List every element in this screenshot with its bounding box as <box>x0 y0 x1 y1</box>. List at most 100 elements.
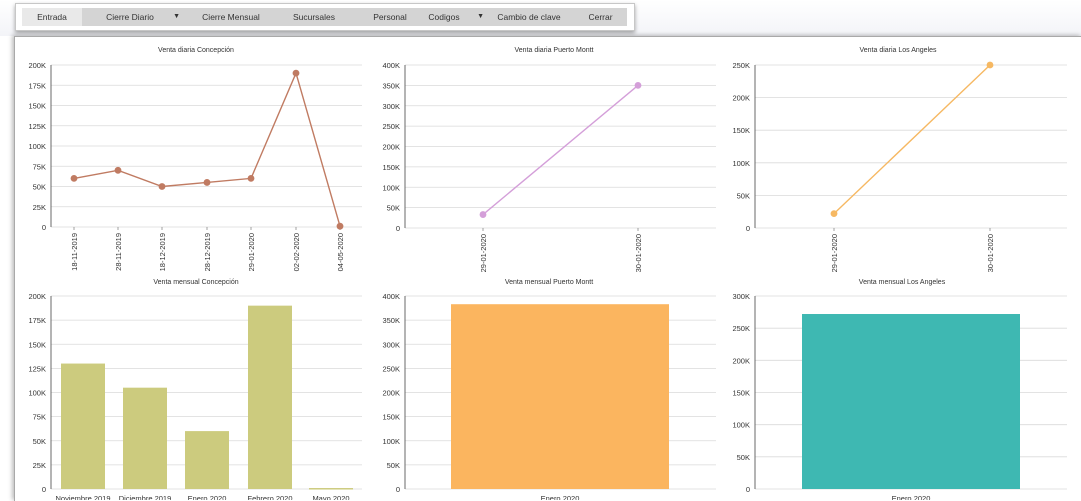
y-tick-label: 25K <box>33 461 46 470</box>
y-tick-label: 300K <box>382 340 400 349</box>
bar <box>451 304 669 489</box>
menu-item-cambio-de-clave[interactable]: Cambio de clave <box>484 8 574 26</box>
y-tick-label: 300K <box>382 102 400 111</box>
dropdown-caret-icon: ▼ <box>173 13 180 20</box>
menu-item-codigos[interactable]: Codigos ▼ <box>398 8 486 26</box>
menu-item-sucursales[interactable]: Sucursales <box>276 8 352 26</box>
menu-item-personal[interactable]: Personal <box>352 8 428 26</box>
y-tick-label: 0 <box>42 485 46 494</box>
y-tick-label: 50K <box>737 453 750 462</box>
y-tick-label: 250K <box>382 122 400 131</box>
x-tick-label: 02-02-2020 <box>292 233 301 271</box>
data-point <box>158 183 166 190</box>
x-tick-label: 18-11-2019 <box>70 233 79 271</box>
chart-title: Venta mensual Puerto Montt <box>505 279 593 286</box>
chart-title: Venta diaria Los Angeles <box>859 47 937 54</box>
y-tick-label: 125K <box>28 364 46 373</box>
y-tick-label: 25K <box>33 203 46 212</box>
x-tick-label: Enero 2020 <box>188 494 227 500</box>
menu-item-label: Cierre Mensual <box>202 12 260 22</box>
bar <box>248 305 292 489</box>
y-tick-label: 150K <box>382 163 400 172</box>
data-point <box>203 179 211 186</box>
y-tick-label: 300K <box>732 292 750 301</box>
x-tick-label: Noviembre 2019 <box>55 494 110 500</box>
menu-item-label: Cambio de clave <box>497 12 561 22</box>
y-tick-label: 150K <box>732 126 750 135</box>
bar <box>61 363 105 489</box>
y-tick-label: 50K <box>387 461 400 470</box>
chart-title: Venta diaria Puerto Montt <box>515 47 594 54</box>
x-tick-label: 04-05-2020 <box>336 233 345 271</box>
menu-item-cerrar[interactable]: Cerrar <box>574 8 627 26</box>
data-point <box>70 175 78 182</box>
x-tick-label: 30-01-2020 <box>986 234 995 272</box>
y-tick-label: 100K <box>28 142 46 151</box>
chart-title: Venta mensual Concepción <box>153 279 238 286</box>
y-tick-label: 100K <box>28 389 46 398</box>
y-tick-label: 150K <box>28 102 46 111</box>
data-point <box>986 61 994 69</box>
y-tick-label: 250K <box>732 61 750 70</box>
menu-item-label: Entrada <box>37 12 67 22</box>
y-tick-label: 50K <box>33 437 46 446</box>
menu-item-label: Cerrar <box>588 12 613 22</box>
chart-title: Venta diaria Concepción <box>158 47 234 54</box>
y-tick-label: 75K <box>33 413 46 422</box>
main-menu: Entrada Cierre Diario ▼ Cierre Mensual S… <box>15 3 635 31</box>
x-tick-label: Mayo 2020 <box>312 494 349 500</box>
bar <box>309 488 353 490</box>
x-tick-label: Enero 2020 <box>541 494 580 500</box>
menu-item-label: Cierre Diario <box>106 12 154 22</box>
y-tick-label: 200K <box>28 292 46 301</box>
y-tick-label: 0 <box>396 224 400 233</box>
y-tick-label: 250K <box>732 324 750 333</box>
y-tick-label: 200K <box>382 389 400 398</box>
x-tick-label: Diciembre 2019 <box>119 494 172 500</box>
x-tick-label: 18-12-2019 <box>158 233 167 271</box>
menu-item-label: Codigos <box>428 12 460 22</box>
y-tick-label: 350K <box>382 316 400 325</box>
y-tick-label: 175K <box>28 316 46 325</box>
bar <box>802 314 1020 489</box>
y-tick-label: 100K <box>382 183 400 192</box>
x-tick-label: Enero 2020 <box>892 494 931 500</box>
x-tick-label: 28-11-2019 <box>114 233 123 271</box>
y-tick-label: 0 <box>746 485 750 494</box>
menu-item-label: Personal <box>373 12 407 22</box>
menu-item-cierre-mensual[interactable]: Cierre Mensual <box>186 8 276 26</box>
y-tick-label: 400K <box>382 292 400 301</box>
menu-item-cierre-diario[interactable]: Cierre Diario ▼ <box>84 8 186 26</box>
y-tick-label: 75K <box>33 162 46 171</box>
menu-item-label: Sucursales <box>292 12 336 22</box>
y-tick-label: 100K <box>382 437 400 446</box>
y-tick-label: 150K <box>732 389 750 398</box>
series-line <box>833 64 991 215</box>
data-point <box>114 166 122 174</box>
series-line <box>73 71 341 227</box>
x-tick-label: 29-01-2020 <box>830 234 839 272</box>
x-tick-label: Febrero 2020 <box>247 494 292 500</box>
dropdown-caret-icon: ▼ <box>477 13 484 20</box>
y-tick-label: 125K <box>28 122 46 131</box>
y-tick-label: 200K <box>732 356 750 365</box>
menu-item-entrada[interactable]: Entrada <box>22 8 82 26</box>
y-tick-label: 150K <box>382 413 400 422</box>
bar <box>123 387 167 489</box>
y-tick-label: 50K <box>737 191 750 200</box>
y-tick-label: 50K <box>387 204 400 213</box>
chart-title: Venta mensual Los Angeles <box>859 279 946 286</box>
y-tick-label: 0 <box>396 485 400 494</box>
y-tick-label: 200K <box>732 94 750 103</box>
y-tick-label: 0 <box>746 224 750 233</box>
y-tick-label: 100K <box>732 421 750 430</box>
y-tick-label: 200K <box>28 61 46 70</box>
data-point <box>336 222 344 230</box>
data-point <box>634 81 642 89</box>
x-tick-label: 28-12-2019 <box>203 233 212 271</box>
y-tick-label: 200K <box>382 143 400 152</box>
y-tick-label: 400K <box>382 61 400 70</box>
series-line <box>482 84 639 216</box>
y-tick-label: 175K <box>28 81 46 90</box>
